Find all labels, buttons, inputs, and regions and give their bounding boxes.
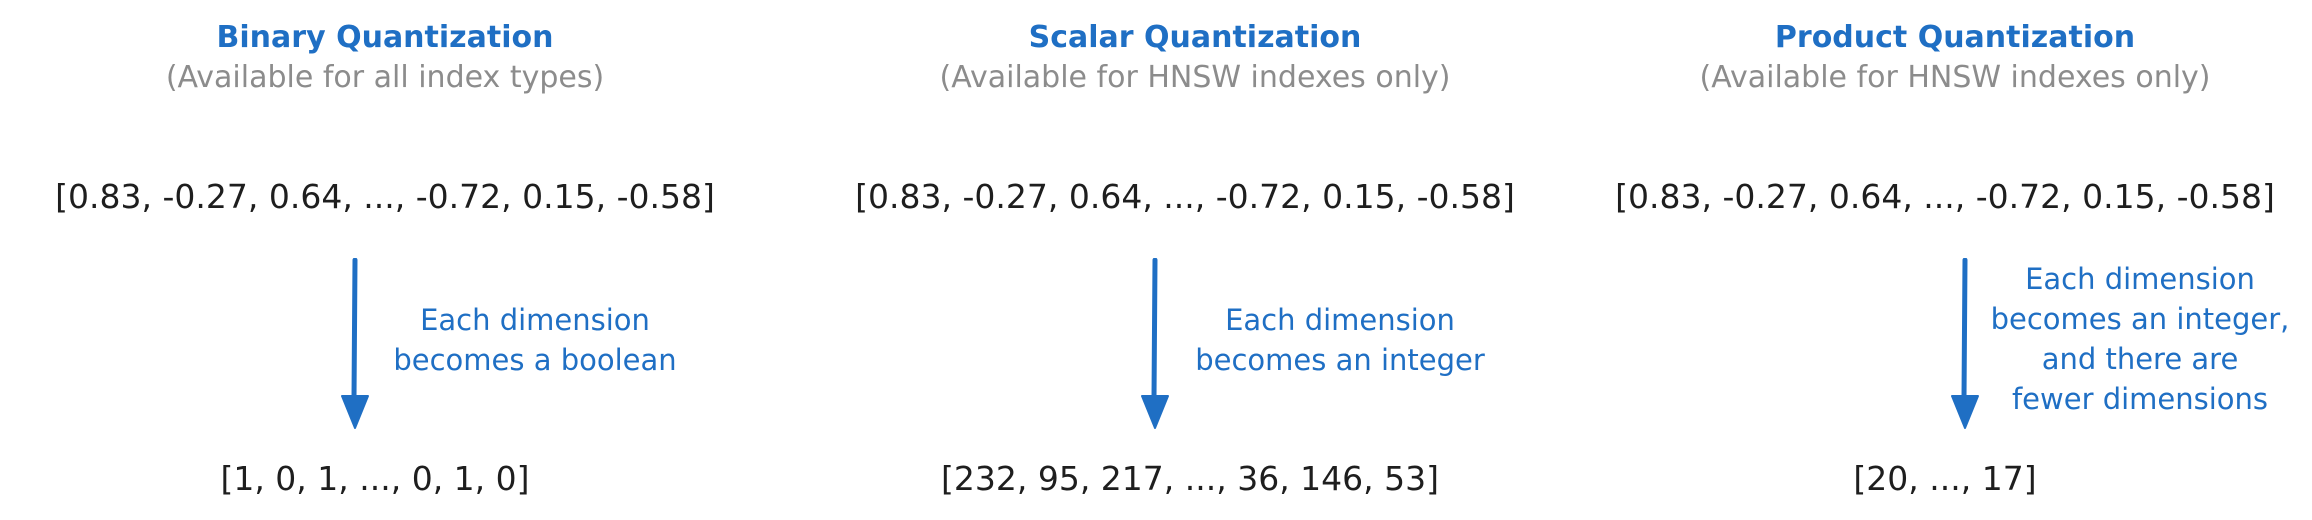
note-line: fewer dimensions: [2011, 382, 2269, 416]
output-vector: [1, 0, 1, ..., 0, 1, 0]: [220, 459, 530, 498]
panel-title: Binary Quantization: [216, 20, 554, 55]
input-vector: [0.83, -0.27, 0.64, ..., -0.72, 0.15, -0…: [855, 177, 1515, 216]
panel-binary-quantization: Binary Quantization (Available for all i…: [0, 0, 770, 520]
input-vector: [0.83, -0.27, 0.64, ..., -0.72, 0.15, -0…: [1615, 177, 2275, 216]
panel-title: Scalar Quantization: [1028, 20, 1362, 55]
note-line: becomes an integer: [1195, 343, 1485, 377]
panel-title: Product Quantization: [1774, 20, 2136, 55]
note-line: Each dimension: [420, 303, 650, 337]
panel-scalar-quantization: Scalar Quantization (Available for HNSW …: [770, 0, 1540, 520]
panel-subtitle: (Available for all index types): [165, 60, 605, 95]
transformation-note: Each dimension becomes an integer, and t…: [1990, 259, 2290, 419]
arrow-down-icon: [1951, 258, 1979, 429]
transformation-note: Each dimension becomes an integer: [1180, 300, 1500, 380]
output-vector: [20, ..., 17]: [1853, 459, 2037, 498]
note-line: becomes an integer,: [1990, 302, 2290, 336]
note-line: and there are: [2041, 342, 2239, 376]
input-vector: [0.83, -0.27, 0.64, ..., -0.72, 0.15, -0…: [55, 177, 715, 216]
note-line: Each dimension: [2025, 262, 2255, 296]
note-line: Each dimension: [1225, 303, 1455, 337]
panel-product-quantization: Product Quantization (Available for HNSW…: [1540, 0, 2310, 520]
arrow-down-icon: [1141, 258, 1169, 429]
arrow-down-icon: [341, 258, 369, 429]
transformation-note: Each dimension becomes a boolean: [380, 300, 690, 380]
panel-subtitle: (Available for HNSW indexes only): [1699, 60, 2211, 95]
panel-subtitle: (Available for HNSW indexes only): [939, 60, 1451, 95]
note-line: becomes a boolean: [393, 343, 677, 377]
output-vector: [232, 95, 217, ..., 36, 146, 53]: [940, 459, 1440, 498]
